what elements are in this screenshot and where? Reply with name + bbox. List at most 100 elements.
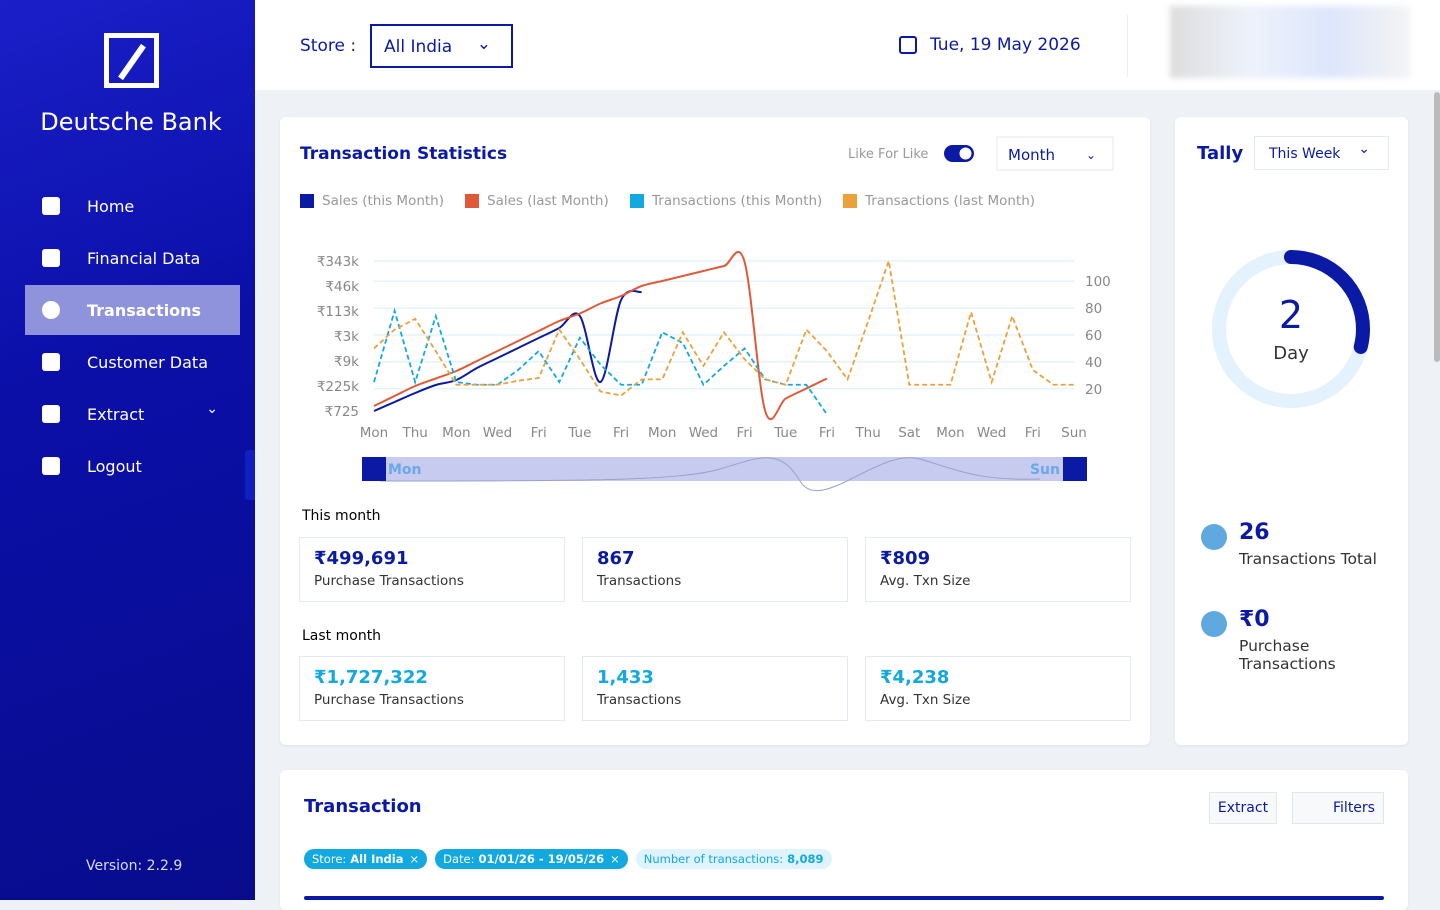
- tally-period[interactable]: This Week ⌄: [1254, 136, 1389, 170]
- brand: Deutsche Bank: [40, 108, 222, 136]
- x-tick-label: Mon: [360, 425, 388, 441]
- stat-value: ₹1,727,322: [314, 667, 428, 688]
- ring-value: 2: [1279, 293, 1303, 337]
- stat-label: Transactions: [597, 692, 682, 708]
- chip-key: Store:: [312, 852, 347, 866]
- legend-swatch: [300, 194, 314, 208]
- nav-icon: [42, 249, 60, 267]
- extract-button[interactable]: Extract: [1209, 792, 1277, 824]
- filter-chip[interactable]: Date: 01/01/26 - 19/05/26 ×: [435, 849, 628, 869]
- stats-card: Transaction Statistics Like For Like Month…: [280, 117, 1150, 745]
- sidebar: Deutsche Bank Home Financial Data Transact…: [0, 0, 255, 900]
- legend-swatch: [630, 194, 644, 208]
- nav-icon: [42, 197, 60, 215]
- nav-item[interactable]: Financial Data: [25, 233, 240, 283]
- x-tick-label: Thu: [401, 425, 427, 441]
- store-select[interactable]: All India ⌄: [370, 24, 513, 68]
- legend-swatch: [843, 194, 857, 208]
- legend-label: Sales (this Month): [322, 193, 444, 209]
- nav-icon: [42, 353, 60, 371]
- tally-icon: [1201, 524, 1227, 550]
- range-handle[interactable]: [1063, 457, 1087, 481]
- y2-tick-label: 20: [1085, 382, 1102, 398]
- store-label: Store :: [300, 36, 357, 56]
- stat-label: Transactions: [597, 573, 682, 589]
- stat-label: Purchase Transactions: [314, 573, 464, 589]
- x-tick-label: Fri: [1025, 425, 1041, 441]
- stat-card: ₹4,238 Avg. Txn Size: [865, 656, 1131, 721]
- stat-label: Avg. Txn Size: [880, 692, 971, 708]
- y-tick-label: ₹113k: [317, 304, 359, 320]
- filter-chip[interactable]: Store: All India ×: [304, 849, 428, 869]
- tally-label: Transactions Total: [1239, 550, 1377, 568]
- filter-chip[interactable]: Number of transactions: 8,089: [635, 849, 832, 869]
- series-line: [373, 260, 1074, 397]
- y-tick-label: ₹9k: [334, 354, 359, 370]
- chip-close: ×: [409, 852, 420, 866]
- stat-card: ₹1,727,322 Purchase Transactions: [299, 656, 565, 721]
- nav-item[interactable]: Customer Data: [25, 337, 240, 387]
- chevron: ⌄: [206, 401, 218, 417]
- collapse-button[interactable]: [245, 450, 255, 500]
- x-tick-label: Tue: [567, 425, 591, 441]
- nav-item[interactable]: Transactions: [25, 285, 240, 335]
- stat-card: 867 Transactions: [582, 537, 848, 602]
- x-tick-label: Fri: [531, 425, 547, 441]
- series-line: [373, 251, 828, 421]
- x-tick-label: Wed: [977, 425, 1006, 441]
- y-tick-label: ₹225k: [317, 379, 359, 395]
- range-preview: [379, 457, 1041, 492]
- user-profile[interactable]: [1170, 6, 1410, 78]
- nav-icon: [42, 457, 60, 475]
- filters-button[interactable]: Filters: [1292, 792, 1384, 824]
- series-line: [373, 289, 643, 412]
- x-tick-label: Tue: [773, 425, 797, 441]
- nav-label: Home: [87, 196, 135, 216]
- store-value: All India: [384, 37, 453, 57]
- chips: Store: All India × Date: 01/01/26 - 19/05/26…: [304, 848, 840, 869]
- period-select[interactable]: [996, 136, 1114, 171]
- header: Store : All India ⌄ Tue, 19 May 2026: [255, 0, 1440, 90]
- chip-key: Number of transactions:: [643, 852, 784, 866]
- logo: [104, 33, 159, 88]
- range-start: Mon: [388, 462, 422, 478]
- chevron: ⌄: [1086, 148, 1096, 162]
- range-handle[interactable]: [362, 457, 386, 481]
- x-tick-label: Thu: [854, 425, 880, 441]
- series-line: [373, 307, 828, 415]
- x-tick-label: Wed: [689, 425, 718, 441]
- stat-value: ₹4,238: [880, 667, 950, 688]
- calendar-icon: [899, 36, 917, 54]
- period-value: Month: [1008, 146, 1055, 164]
- range-track: [362, 457, 1087, 481]
- tally-period-value: This Week: [1269, 146, 1341, 162]
- x-tick-label: Wed: [483, 425, 512, 441]
- nav-item[interactable]: Home: [25, 181, 240, 231]
- x-tick-label: Mon: [648, 425, 676, 441]
- chart-title: Transaction Statistics: [300, 144, 507, 164]
- x-tick-label: Mon: [442, 425, 470, 441]
- legend-label: Transactions (last Month): [864, 193, 1035, 209]
- chip-value: 8,089: [787, 852, 824, 866]
- this-month-label: This month: [302, 508, 381, 524]
- x-tick-label: Fri: [737, 425, 753, 441]
- tally-value: 26: [1239, 520, 1270, 545]
- nav-label: Financial Data: [87, 248, 201, 268]
- y-tick-label: ₹343k: [317, 254, 359, 270]
- nav-item[interactable]: Logout: [25, 441, 240, 491]
- range-end: Sun: [1030, 462, 1060, 478]
- y-tick-label: ₹725: [325, 404, 359, 420]
- tally-title: Tally: [1197, 143, 1244, 164]
- y-tick-label: ₹46k: [325, 279, 359, 295]
- stat-value: 1,433: [597, 667, 654, 688]
- chip-close: ×: [610, 852, 620, 866]
- nav-label: Logout: [87, 456, 142, 476]
- y2-tick-label: 60: [1085, 328, 1102, 344]
- nav-label: Extract: [87, 404, 145, 424]
- version: Version: 2.2.9: [86, 858, 183, 874]
- nav-label: Customer Data: [87, 352, 209, 372]
- stat-value: ₹809: [880, 548, 931, 569]
- nav-item[interactable]: Extract ⌄: [25, 389, 240, 439]
- tally-label: Purchase Transactions: [1239, 637, 1336, 673]
